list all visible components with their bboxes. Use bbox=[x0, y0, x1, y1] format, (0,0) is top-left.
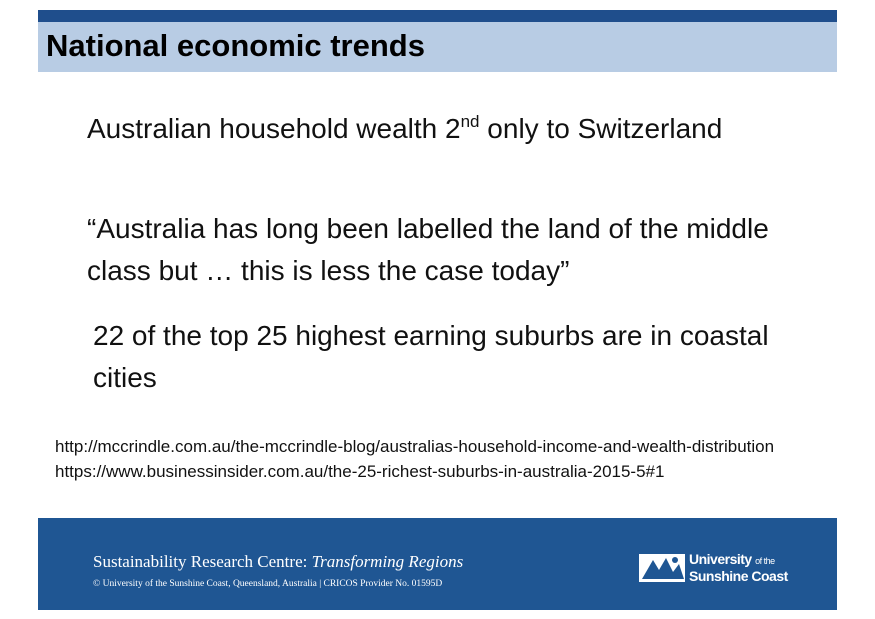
logo: University of the Sunshine Coast bbox=[639, 552, 789, 586]
point: “Australia has long been labelled the la… bbox=[87, 213, 769, 286]
logo-line: Sunshine Coast bbox=[689, 568, 788, 584]
centre-name: Sustainability Research Centre: Transfor… bbox=[93, 552, 463, 572]
copyright: © University of the Sunshine Coast, Quee… bbox=[93, 579, 443, 589]
logo-mark bbox=[639, 554, 685, 582]
footer: Sustainability Research Centre: Transfor… bbox=[38, 518, 837, 610]
point: 22 of the top 25 highest earning suburbs… bbox=[93, 320, 769, 393]
point-text: Australian household wealth 2 bbox=[87, 113, 461, 144]
centre-text: Sustainability Research Centre: bbox=[93, 552, 312, 571]
logo-small: of the bbox=[755, 556, 775, 566]
point: Australian household wealth 2nd only to … bbox=[87, 108, 787, 150]
superscript: nd bbox=[460, 112, 480, 131]
source-link[interactable]: http://mccrindle.com.au/the-mccrindle-bl… bbox=[55, 437, 775, 456]
sources: http://mccrindle.com.au/the-mccrindle-bl… bbox=[55, 434, 825, 484]
slide-title: National economic trends bbox=[46, 28, 425, 63]
logo-line: University bbox=[689, 551, 752, 567]
point-text: only to Switzerland bbox=[479, 113, 723, 144]
logo-text: University of the Sunshine Coast bbox=[689, 552, 788, 584]
title-bar: National economic trends bbox=[38, 22, 837, 72]
source-link[interactable]: https://www.businessinsider.com.au/the-2… bbox=[55, 462, 665, 481]
centre-tagline: Transforming Regions bbox=[311, 552, 464, 571]
top-stripe bbox=[38, 10, 837, 22]
